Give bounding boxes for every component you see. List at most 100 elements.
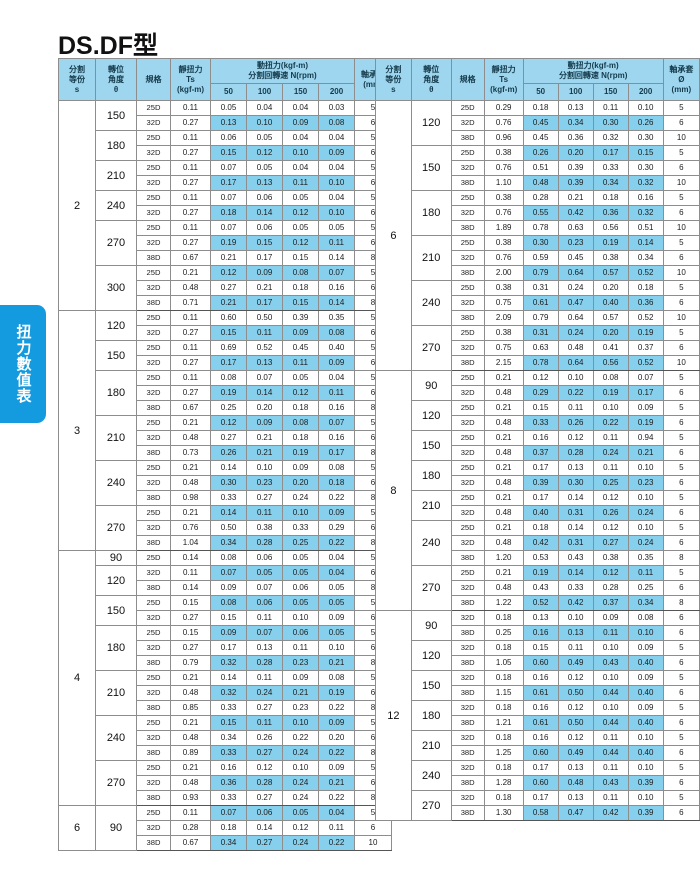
cell-model-spec: 25D — [450, 145, 485, 161]
cell-dynamic-torque-150: 0.24 — [282, 835, 319, 851]
cell-bearing-sleeve: 6 — [354, 820, 392, 836]
cell-dynamic-torque-150: 0.04 — [282, 130, 319, 146]
cell-dynamic-torque-100: 0.13 — [557, 460, 594, 476]
cell-division-count: 6 — [375, 100, 412, 371]
cell-index-angle: 180 — [410, 460, 452, 491]
cell-dynamic-torque-150: 0.38 — [592, 550, 629, 566]
cell-model-spec: 38D — [450, 265, 485, 281]
header-bearing-line1: 軸承套 — [669, 64, 694, 74]
cell-dynamic-torque-50: 0.29 — [522, 385, 559, 401]
cell-model-spec: 25D — [136, 190, 171, 206]
table-row: 150 25D 0.15 0.08 0.06 0.05 0.05 5 — [59, 595, 392, 626]
cell-dynamic-torque-150: 0.24 — [282, 775, 319, 791]
cell-dynamic-torque-50: 0.17 — [210, 175, 247, 191]
header-row-main: 分割 等份 s 轉位 角度 θ 規格 靜扭力 Ts (kgf-m) — [58, 58, 392, 101]
cell-division-count: 4 — [58, 550, 96, 806]
header-division-count: 分割 等份 s — [375, 58, 412, 101]
side-tab-torque-values[interactable]: 扭力數值表 — [0, 305, 46, 423]
cell-dynamic-torque-100: 0.26 — [557, 415, 594, 431]
cell-dynamic-torque-200: 0.11 — [318, 385, 355, 401]
table-row: 8 90 25D 0.21 0.12 0.10 0.08 0.07 5 — [375, 370, 700, 611]
cell-dynamic-torque-50: 0.14 — [210, 505, 247, 521]
cell-dynamic-torque-200: 0.07 — [318, 265, 355, 281]
cell-division-count: 6 — [58, 805, 96, 851]
cell-index-angle: 240 — [95, 715, 137, 761]
cell-dynamic-torque-50: 0.15 — [210, 325, 247, 341]
cell-dynamic-torque-150: 0.20 — [592, 280, 629, 296]
cell-model-spec: 32D — [450, 670, 485, 686]
cell-model-spec: 32D — [450, 250, 485, 266]
cell-dynamic-torque-200: 0.11 — [627, 565, 664, 581]
cell-static-torque: 0.89 — [170, 745, 211, 761]
cell-dynamic-torque-50: 0.32 — [210, 685, 247, 701]
cell-model-spec: 25D — [136, 805, 171, 821]
header-rpm-200: 200 — [627, 83, 664, 101]
cell-dynamic-torque-100: 0.11 — [246, 715, 283, 731]
cell-bearing-sleeve: 5 — [662, 790, 700, 806]
cell-bearing-sleeve: 10 — [662, 355, 700, 371]
cell-static-torque: 0.21 — [483, 520, 524, 536]
cell-model-spec: 32D — [136, 205, 171, 221]
cell-static-torque: 1.89 — [483, 220, 524, 236]
cell-dynamic-torque-50: 0.13 — [522, 610, 559, 626]
cell-dynamic-torque-50: 0.43 — [522, 580, 559, 596]
cell-dynamic-torque-200: 0.14 — [318, 250, 355, 266]
cell-dynamic-torque-150: 0.24 — [282, 745, 319, 761]
cell-bearing-sleeve: 5 — [662, 145, 700, 161]
cell-dynamic-torque-200: 0.25 — [627, 580, 664, 596]
cell-index-angle: 180 — [95, 370, 137, 416]
cell-dynamic-torque-100: 0.14 — [557, 490, 594, 506]
table-body-left: 2 150 25D 0.11 0.05 0.04 0.04 0.03 5 32D 0.27 0.13 0… — [58, 100, 392, 851]
cell-static-torque: 1.28 — [483, 775, 524, 791]
cell-dynamic-torque-50: 0.07 — [210, 565, 247, 581]
cell-dynamic-torque-100: 0.09 — [246, 415, 283, 431]
cell-model-spec: 32D — [450, 730, 485, 746]
cell-dynamic-torque-100: 0.13 — [246, 175, 283, 191]
cell-bearing-sleeve: 6 — [662, 715, 700, 731]
cell-model-spec: 38D — [450, 175, 485, 191]
cell-model-spec: 38D — [450, 655, 485, 671]
cell-index-angle: 210 — [95, 670, 137, 716]
cell-dynamic-torque-150: 0.12 — [282, 205, 319, 221]
cell-dynamic-torque-200: 0.22 — [318, 745, 355, 761]
cell-dynamic-torque-50: 0.16 — [522, 730, 559, 746]
cell-dynamic-torque-50: 0.09 — [210, 580, 247, 596]
cell-static-torque: 0.76 — [483, 250, 524, 266]
table-row: 180 25D 0.11 0.06 0.05 0.04 0.04 5 — [59, 130, 392, 161]
cell-dynamic-torque-200: 0.22 — [318, 535, 355, 551]
cell-model-spec: 38D — [136, 790, 171, 806]
table-row: 240 25D 0.21 0.15 0.11 0.10 0.09 5 — [59, 715, 392, 761]
cell-static-torque: 0.21 — [483, 430, 524, 446]
cell-dynamic-torque-50: 0.42 — [522, 535, 559, 551]
cell-static-torque: 0.15 — [170, 625, 211, 641]
cell-dynamic-torque-150: 0.05 — [282, 370, 319, 386]
header-ts-line2: Ts — [186, 74, 195, 84]
table-body-right: 6 120 25D 0.29 0.18 0.13 0.11 0.10 5 32D 0.76 0.45 0… — [375, 100, 700, 821]
cell-dynamic-torque-200: 0.32 — [627, 175, 664, 191]
cell-dynamic-torque-100: 0.27 — [246, 700, 283, 716]
cell-index-angle: 270 — [410, 790, 452, 821]
cell-bearing-sleeve: 5 — [662, 235, 700, 251]
cell-dynamic-torque-50: 0.16 — [522, 625, 559, 641]
cell-dynamic-torque-200: 0.10 — [627, 100, 664, 116]
cell-dynamic-torque-200: 0.18 — [627, 280, 664, 296]
header-rpm-100: 100 — [557, 83, 594, 101]
header-bearing-line2: Ø — [678, 74, 685, 84]
cell-dynamic-torque-200: 0.51 — [627, 220, 664, 236]
cell-bearing-sleeve: 5 — [662, 370, 700, 386]
cell-dynamic-torque-50: 0.15 — [210, 610, 247, 626]
cell-static-torque: 0.18 — [483, 790, 524, 806]
cell-dynamic-torque-200: 0.36 — [627, 295, 664, 311]
cell-dynamic-torque-200: 0.20 — [318, 730, 355, 746]
cell-dynamic-torque-100: 0.05 — [246, 160, 283, 176]
cell-bearing-sleeve: 6 — [662, 745, 700, 761]
cell-model-spec: 32D — [136, 640, 171, 656]
cell-static-torque: 0.18 — [483, 730, 524, 746]
cell-dynamic-torque-50: 0.30 — [522, 235, 559, 251]
cell-dynamic-torque-200: 0.10 — [627, 520, 664, 536]
table-row: 32D 0.27 0.15 0.12 0.10 0.09 6 — [59, 145, 392, 161]
table-row: 32D 0.48 0.33 0.26 0.22 0.19 6 — [376, 415, 700, 431]
cell-static-torque: 0.38 — [483, 280, 524, 296]
cell-static-torque: 0.76 — [483, 115, 524, 131]
cell-index-angle: 90 — [95, 805, 137, 851]
